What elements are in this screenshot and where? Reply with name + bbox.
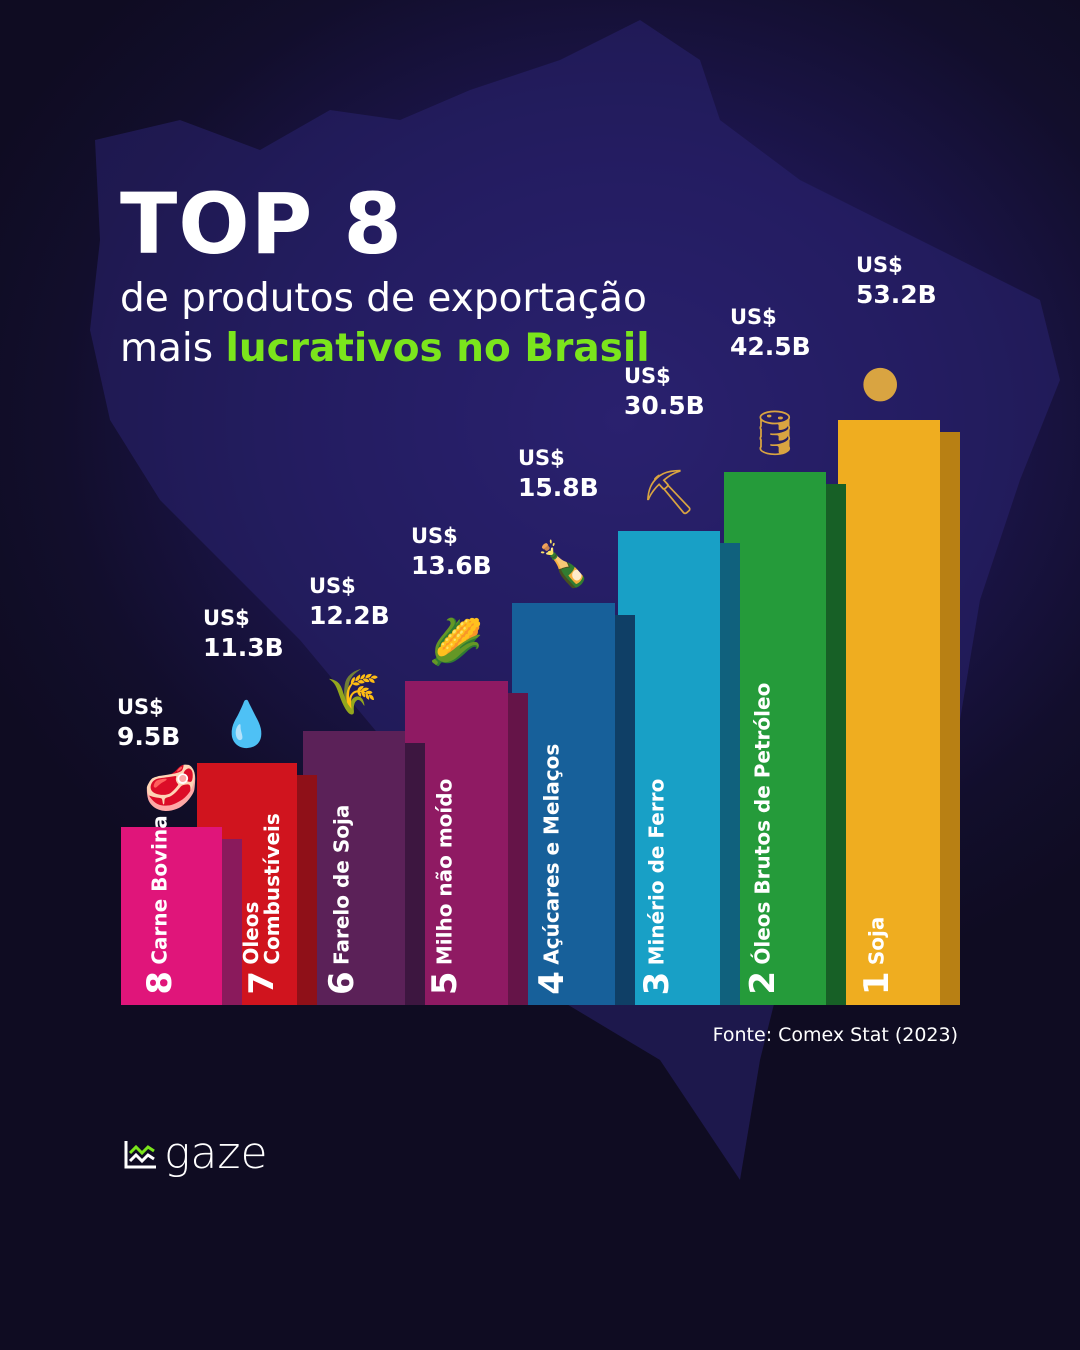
category-name: Soja <box>864 916 889 966</box>
category-name: Farelo de Soja <box>329 805 354 966</box>
category-name: Minério de Ferro <box>644 778 669 966</box>
bar-front <box>724 472 826 1005</box>
bar-side <box>297 775 317 1005</box>
liquor-bottle-icon: 🍾 <box>535 539 591 590</box>
value-label: US$ 15.8B <box>518 443 599 503</box>
currency-label: US$ <box>411 524 458 548</box>
subtitle-line-2: mais lucrativos no Brasil <box>120 324 650 374</box>
bar-label: 6 Farelo de Soja <box>322 805 362 995</box>
value-text: 11.3B <box>203 633 284 662</box>
source-note: Fonte: Comex Stat (2023) <box>712 1024 958 1046</box>
rank-number: 8 <box>139 971 180 995</box>
page-subtitle: de produtos de exportação mais lucrativo… <box>120 274 650 374</box>
bar-side <box>222 839 242 1005</box>
currency-label: US$ <box>309 574 356 598</box>
value-label: US$ 53.2B <box>856 250 937 310</box>
category-name: Açúcares e Melaços <box>539 744 563 966</box>
value-text: 13.6B <box>411 551 492 580</box>
value-label: US$ 12.2B <box>309 571 390 631</box>
corn-icon: 🌽 <box>428 617 484 668</box>
category-name: Carne Bovina <box>147 815 171 966</box>
value-label: US$ 13.6B <box>411 521 492 581</box>
value-label: US$ 11.3B <box>203 603 284 663</box>
chart-logo-icon <box>124 1140 156 1168</box>
rank-number: 5 <box>424 971 465 995</box>
category-name: Óleos Brutos de Petróleo <box>750 683 775 966</box>
bar-label: 5 Milho não moído <box>424 778 465 995</box>
rank-number: 4 <box>531 971 572 995</box>
bar-side <box>826 484 846 1005</box>
bar-side <box>508 693 528 1005</box>
currency-label: US$ <box>203 606 250 630</box>
soybeans-icon: ● <box>861 356 900 407</box>
category-name: Milho não moído <box>432 778 456 966</box>
value-text: 30.5B <box>624 391 705 420</box>
bar-side <box>615 615 635 1005</box>
subtitle-highlight: lucrativos no Brasil <box>225 326 650 371</box>
bar-front <box>121 827 222 1005</box>
bar-front <box>303 731 405 1005</box>
bar-6: 3 Minério de Ferro <box>618 531 740 1005</box>
value-text: 53.2B <box>856 280 937 309</box>
bar-label: 8 Carne Bovina <box>139 815 180 995</box>
grain-sack-icon: 🌾 <box>326 667 381 718</box>
rank-number: 7 <box>242 971 282 995</box>
rank-number: 1 <box>857 971 897 995</box>
brand-name: gaze <box>164 1128 268 1179</box>
oil-drop-icon: 💧 <box>219 699 274 750</box>
page-title: TOP 8 <box>120 175 403 273</box>
value-label: US$ 9.5B <box>117 692 180 752</box>
steak-icon: 🥩 <box>143 763 199 814</box>
currency-label: US$ <box>117 695 164 719</box>
bar-side <box>940 432 960 1005</box>
value-text: 9.5B <box>117 722 181 751</box>
bar-label: 4 Açúcares e Melaços <box>531 744 572 995</box>
crude-oil-drop-icon: 🛢 <box>747 408 803 459</box>
bar-1: 8 Carne Bovina <box>121 816 242 1005</box>
bar-8: 1 Soja <box>838 420 960 1005</box>
bar-label: 1 Soja <box>857 916 897 995</box>
bar-front <box>838 420 940 1005</box>
value-label: US$ 30.5B <box>624 361 705 421</box>
subtitle-line-1: de produtos de exportação <box>120 276 647 321</box>
bar-label: 2 Óleos Brutos de Petróleo <box>743 683 783 995</box>
value-text: 42.5B <box>730 332 811 361</box>
rank-number: 2 <box>743 971 783 995</box>
bar-5: 4 Açúcares e Melaços <box>512 603 635 1005</box>
value-text: 15.8B <box>518 473 599 502</box>
value-text: 12.2B <box>309 601 390 630</box>
value-label: US$ 42.5B <box>730 302 811 362</box>
currency-label: US$ <box>730 305 777 329</box>
rank-number: 3 <box>637 971 677 995</box>
ore-cart-icon: ⛏ <box>641 467 697 518</box>
bar-3: 6 Farelo de Soja <box>303 731 425 1005</box>
category-name: Óleos Combustíveis <box>239 813 284 966</box>
bar-side <box>720 543 740 1005</box>
bar-7: 2 Óleos Brutos de Petróleo <box>724 472 846 1005</box>
bar-front <box>512 603 615 1005</box>
subtitle-prefix: mais <box>120 326 226 371</box>
bar-label: 3 Minério de Ferro <box>637 778 677 995</box>
currency-label: US$ <box>518 446 565 470</box>
currency-label: US$ <box>624 364 671 388</box>
rank-number: 6 <box>322 971 362 995</box>
bar-label: 7 Óleos Combustíveis <box>239 813 284 995</box>
bar-side <box>405 743 425 1005</box>
bar-front <box>618 531 720 1005</box>
currency-label: US$ <box>856 253 903 277</box>
brand-logo: gaze <box>124 1128 268 1179</box>
